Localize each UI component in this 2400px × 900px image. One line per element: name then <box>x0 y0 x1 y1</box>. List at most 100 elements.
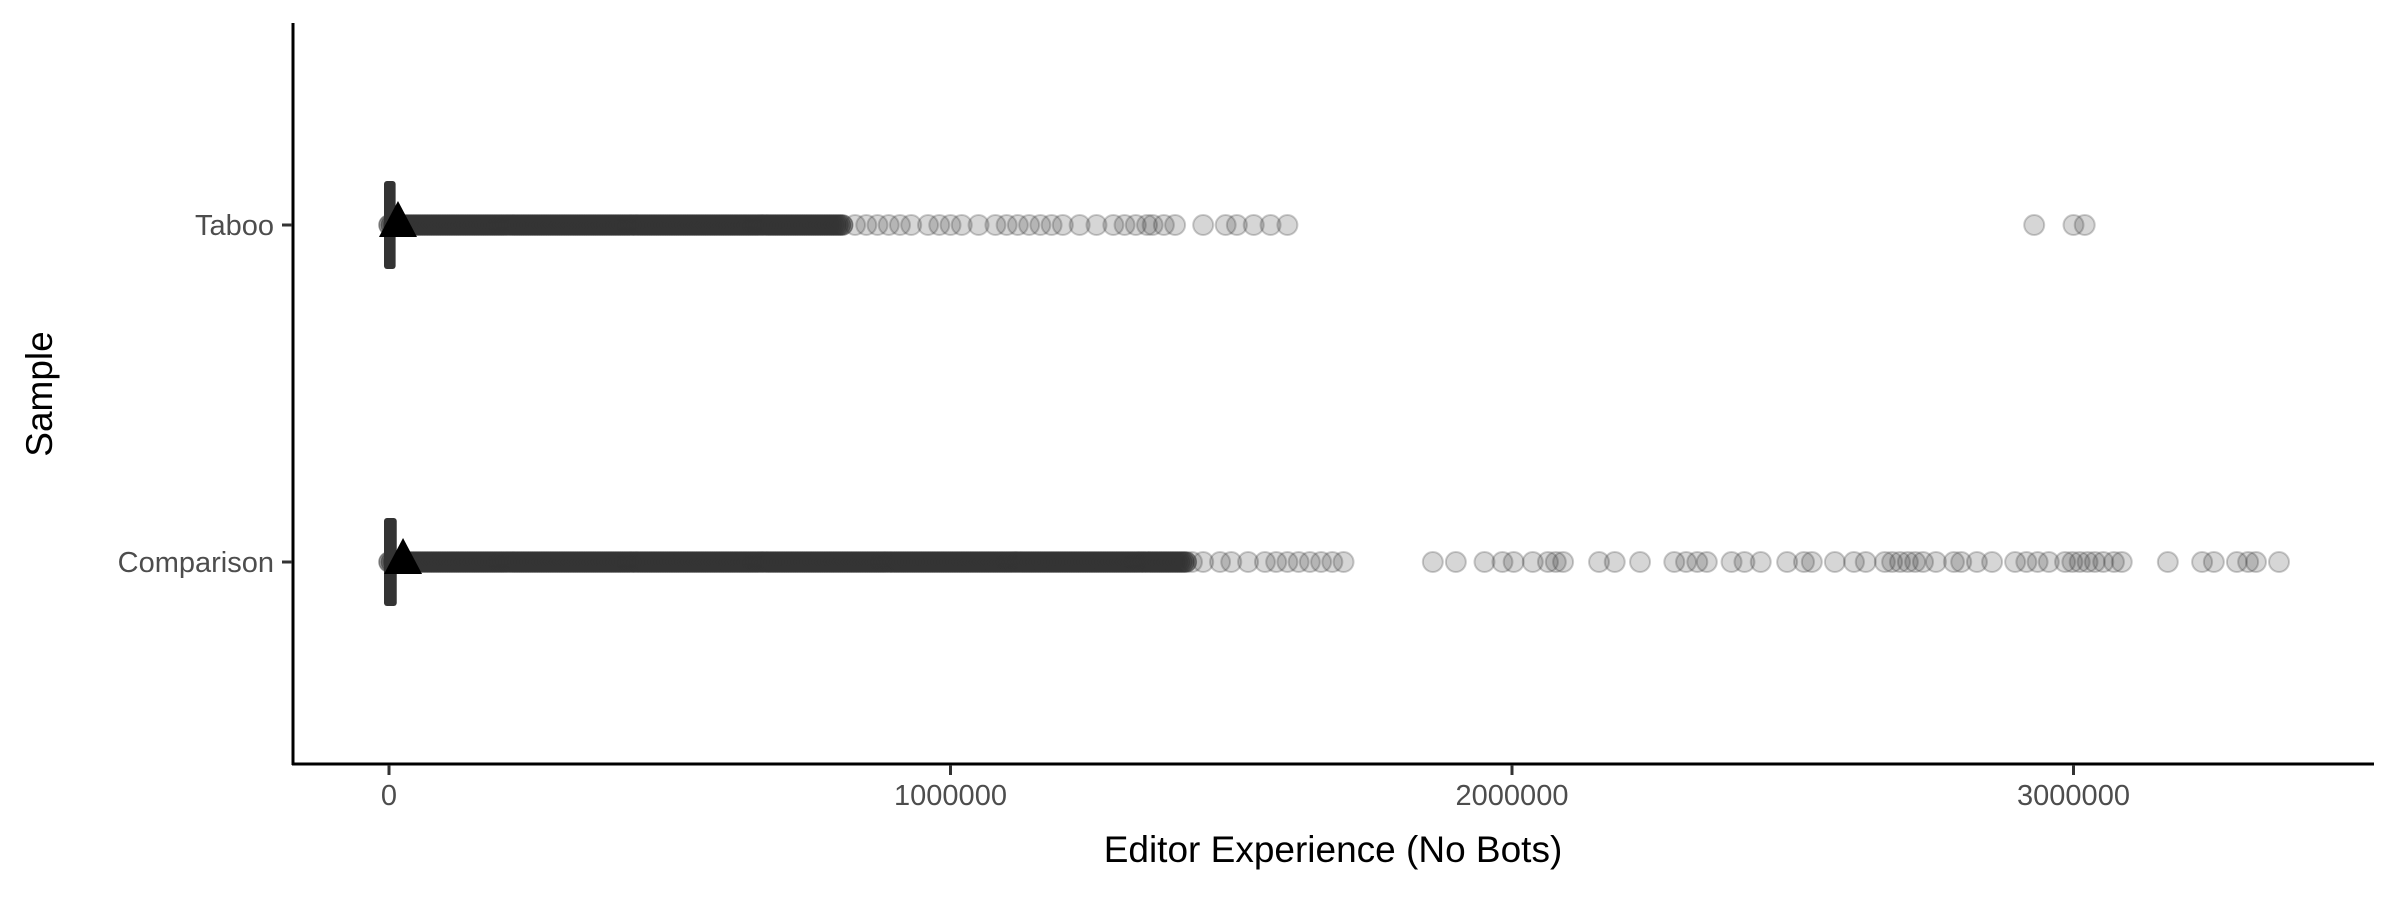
data-point <box>1776 551 1799 573</box>
data-point <box>2225 551 2248 573</box>
data-point <box>2062 214 2085 236</box>
data-point <box>1332 551 1355 573</box>
data-point <box>2061 551 2084 573</box>
data-point <box>2023 214 2046 236</box>
data-point <box>967 214 990 236</box>
data-point <box>1321 551 1344 573</box>
data-point <box>2102 551 2125 573</box>
plot-marks <box>378 181 2291 606</box>
data-point <box>1192 551 1215 573</box>
data-point <box>1981 551 2004 573</box>
data-point <box>1192 214 1215 236</box>
data-point <box>1881 551 1904 573</box>
data-point <box>2244 551 2267 573</box>
data-point <box>1823 551 1846 573</box>
data-point <box>1141 214 1164 236</box>
data-point <box>1421 551 1444 573</box>
data-point <box>1792 551 1815 573</box>
data-point <box>1164 214 1187 236</box>
data-point <box>928 214 951 236</box>
data-point <box>1544 551 1567 573</box>
data-point <box>2191 551 2214 573</box>
data-point <box>1502 551 1525 573</box>
y-tick-label: Taboo <box>195 210 274 242</box>
data-point <box>1521 551 1544 573</box>
data-point <box>2037 551 2060 573</box>
data-point <box>1265 551 1288 573</box>
data-point <box>1006 214 1029 236</box>
data-point <box>855 214 878 236</box>
data-point <box>1720 551 1743 573</box>
data-point <box>2110 551 2133 573</box>
data-point <box>1180 551 1203 573</box>
data-point <box>2004 551 2027 573</box>
mean-marker-triangle <box>384 538 423 574</box>
data-point <box>2156 551 2179 573</box>
data-point <box>1686 551 1709 573</box>
data-point <box>1536 551 1559 573</box>
data-point <box>1298 551 1321 573</box>
data-point <box>2083 551 2106 573</box>
data-point <box>1287 551 1310 573</box>
data-point <box>1695 551 1718 573</box>
data-point <box>844 214 867 236</box>
data-point <box>1225 214 1248 236</box>
data-point <box>995 214 1018 236</box>
data-point <box>1051 214 1074 236</box>
data-point <box>1942 551 1965 573</box>
data-point <box>1152 214 1175 236</box>
y-axis-ticks: Taboo Comparison <box>118 210 292 579</box>
data-point <box>1912 551 1935 573</box>
data-point <box>1276 214 1299 236</box>
data-point <box>1663 551 1686 573</box>
data-point <box>1124 214 1147 236</box>
data-point <box>1209 551 1232 573</box>
data-point <box>2054 551 2077 573</box>
mean-marker-triangle <box>378 201 417 237</box>
data-point <box>1873 551 1896 573</box>
data-point <box>1924 551 1947 573</box>
data-point <box>1800 551 1823 573</box>
data-point <box>1473 551 1496 573</box>
data-point <box>1749 551 1772 573</box>
data-point <box>1675 551 1698 573</box>
data-point <box>888 214 911 236</box>
data-point <box>1276 551 1299 573</box>
data-point <box>1310 551 1333 573</box>
data-point <box>1888 551 1911 573</box>
data-point <box>1018 214 1041 236</box>
x-axis-ticks: 0 1000000 2000000 3000000 <box>381 765 2130 812</box>
data-point <box>1842 551 1865 573</box>
data-point <box>1965 551 1988 573</box>
data-point <box>1102 214 1125 236</box>
data-point <box>831 214 854 236</box>
data-point <box>1029 214 1052 236</box>
data-point <box>1242 214 1265 236</box>
data-point <box>2268 551 2291 573</box>
data-point <box>1854 551 1877 573</box>
data-point <box>2237 551 2260 573</box>
data-point <box>1950 551 1973 573</box>
data-point <box>1175 551 1198 573</box>
x-tick-label: 3000000 <box>2017 780 2130 812</box>
data-point <box>1552 551 1575 573</box>
data-point <box>1113 214 1136 236</box>
data-point <box>950 214 973 236</box>
data-point <box>939 214 962 236</box>
series-taboo <box>378 181 2096 269</box>
data-point <box>1214 214 1237 236</box>
data-point <box>2076 551 2099 573</box>
data-point <box>1444 551 1467 573</box>
data-point <box>2026 551 2049 573</box>
data-point <box>1259 214 1282 236</box>
data-point <box>1068 214 1091 236</box>
data-point <box>917 214 940 236</box>
data-point <box>1896 551 1919 573</box>
series-comparison <box>378 518 2291 606</box>
data-point <box>900 214 923 236</box>
y-tick-label: Comparison <box>118 547 274 579</box>
data-point <box>2092 551 2115 573</box>
x-axis-title: Editor Experience (No Bots) <box>1104 829 1563 870</box>
data-point <box>877 214 900 236</box>
